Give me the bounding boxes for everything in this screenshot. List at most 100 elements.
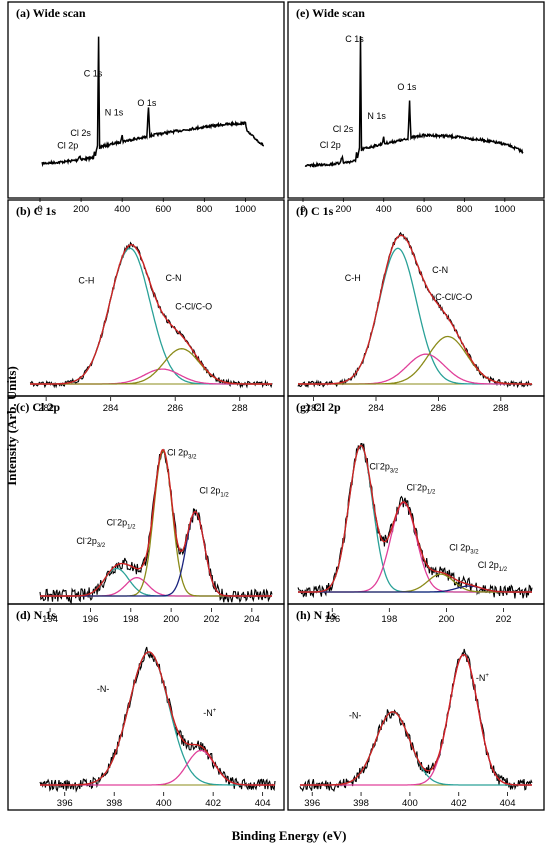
peak-label: -N+ [476, 673, 490, 683]
x-tick-label: 284 [103, 403, 119, 414]
fit-component-1 [30, 247, 272, 385]
peak-label: Cl-2p1/2 [107, 518, 137, 531]
fit-component-1 [300, 711, 532, 786]
peak-label: Cl 2p3/2 [167, 447, 197, 460]
peak-label: C-H [345, 273, 361, 283]
x-tick-label: 198 [123, 614, 139, 625]
panel-title-c: (c) Cl 2p [16, 400, 60, 414]
x-tick-label: 194 [42, 614, 58, 625]
x-tick-label: 404 [500, 798, 516, 809]
fit-component-1 [298, 247, 532, 385]
peak-label: Cl 2p1/2 [199, 486, 229, 499]
fit-envelope [30, 244, 272, 385]
fit-component-2 [300, 654, 532, 786]
fit-component-2 [298, 353, 532, 385]
panel-title-f: (f) C 1s [296, 204, 334, 218]
x-tick-label: 0 [37, 204, 42, 215]
raw-spectrum-line [29, 241, 273, 389]
fit-envelope [40, 448, 272, 597]
x-tick-label: 282 [306, 403, 322, 414]
x-tick-label: 398 [106, 798, 122, 809]
panel-frames [7, 1, 545, 811]
peak-label: Cl-2p1/2 [406, 483, 436, 496]
raw-spectrum-line [39, 646, 276, 793]
fit-component-2 [40, 749, 275, 786]
panel-frame-b [7, 199, 285, 397]
x-tick-label: 200 [438, 614, 454, 625]
x-tick-label: 800 [457, 204, 473, 215]
peak-label: C-H [78, 276, 94, 286]
fit-component-3 [298, 335, 532, 385]
survey-spectrum-line [41, 36, 265, 168]
x-tick-label: 1000 [494, 204, 515, 215]
x-tick-label: 198 [381, 614, 397, 625]
panel-title-e: (e) Wide scan [296, 6, 365, 20]
panel-title-a: (a) Wide scan [16, 6, 86, 20]
peak-label: C-Cl/C-O [435, 292, 472, 302]
peak-label: O 1s [397, 82, 417, 92]
fit-component-3 [30, 348, 272, 385]
peak-label: Cl 2s [333, 124, 354, 134]
panel-title-b: (b) C 1s [16, 204, 56, 218]
x-tick-label: 0 [300, 204, 305, 215]
peak-label: N 1s [105, 107, 124, 117]
x-tick-label: 286 [167, 403, 183, 414]
chart-f: (f) C 1s 282 284 286 288 C-H C-N C-Cl/C-O [296, 204, 533, 414]
peak-label: N 1s [367, 111, 386, 121]
fit-component-1 [40, 651, 275, 786]
peak-label: -N+ [203, 708, 217, 718]
x-tick-label: 196 [83, 614, 99, 625]
chart-e: (e) Wide scan 0 200 400 600 800 1000 C 1s O 1s N … [296, 6, 524, 215]
fit-component-3 [40, 450, 272, 597]
peak-label: Cl-2p3/2 [369, 462, 399, 475]
raw-spectrum-line [299, 648, 533, 792]
raw-spectrum-line [297, 231, 533, 389]
peak-label: C-N [432, 265, 448, 275]
panel-title-h: (h) N 1s [296, 608, 336, 622]
peak-label: O 1s [137, 98, 157, 108]
x-tick-label: 284 [368, 403, 384, 414]
chart-c: (c) Cl 2p 194 196 198 200 202 204 Cl-2p3/2Cl-2p… [16, 400, 273, 625]
x-tick-label: 400 [156, 798, 172, 809]
x-tick-label: 800 [196, 204, 212, 215]
x-tick-label: 600 [416, 204, 432, 215]
panel-frame-h [287, 603, 545, 811]
peak-label: C-N [166, 273, 182, 283]
x-tick-label: 200 [73, 204, 89, 215]
x-tick-label: 396 [57, 798, 73, 809]
peak-label: Cl 2s [70, 128, 91, 138]
panel-frame-a [7, 1, 285, 199]
x-tick-label: 402 [451, 798, 467, 809]
fit-envelope [298, 444, 532, 593]
raw-spectrum-line [39, 448, 273, 604]
x-tick-label: 400 [402, 798, 418, 809]
x-tick-label: 282 [38, 403, 54, 414]
peak-label: Cl 2p [57, 141, 78, 151]
chart-b: (b) C 1s 282 284 286 288 C-H C-N C-Cl/C-O [16, 204, 273, 414]
x-tick-label: 400 [376, 204, 392, 215]
fit-component-4 [40, 511, 272, 597]
peak-label: Cl-2p3/2 [76, 536, 106, 549]
x-tick-label: 400 [114, 204, 130, 215]
x-axis-label: Binding Energy (eV) [232, 828, 347, 843]
chart-d: (d) N 1s 396 398 400 402 404 -N- -N+ [16, 608, 276, 809]
peak-label: -N- [349, 710, 362, 720]
panel-frame-e [287, 1, 545, 199]
fit-envelope [298, 234, 532, 385]
x-tick-label: 396 [304, 798, 320, 809]
x-tick-label: 200 [335, 204, 351, 215]
x-tick-label: 286 [430, 403, 446, 414]
fit-component-2 [298, 501, 532, 593]
panel-title-d: (d) N 1s [16, 608, 56, 622]
x-tick-label: 202 [496, 614, 512, 625]
raw-spectrum-line [297, 442, 533, 599]
x-tick-label: 200 [163, 614, 179, 625]
peak-label: C 1s [84, 68, 103, 78]
peak-label: C 1s [345, 34, 364, 44]
fit-envelope [300, 653, 532, 786]
x-tick-label: 196 [324, 614, 340, 625]
peak-label: C-Cl/C-O [175, 301, 212, 311]
x-tick-label: 398 [353, 798, 369, 809]
x-tick-label: 288 [232, 403, 248, 414]
